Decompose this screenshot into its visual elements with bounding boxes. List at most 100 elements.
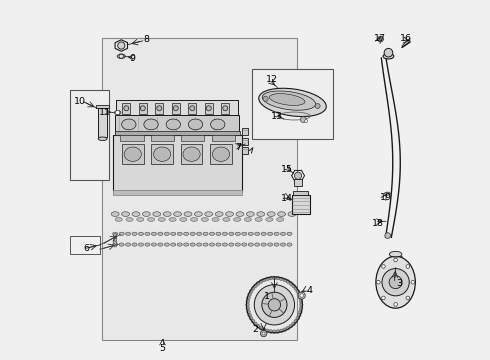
- Circle shape: [262, 278, 266, 282]
- Ellipse shape: [114, 233, 117, 238]
- Text: 5: 5: [160, 344, 166, 353]
- Circle shape: [280, 329, 283, 333]
- Bar: [221, 103, 229, 114]
- Ellipse shape: [248, 243, 253, 246]
- Circle shape: [283, 278, 287, 282]
- Circle shape: [286, 326, 290, 330]
- Circle shape: [124, 106, 129, 111]
- Text: 13: 13: [271, 112, 283, 121]
- Ellipse shape: [164, 243, 170, 246]
- Circle shape: [116, 111, 120, 115]
- Circle shape: [389, 276, 402, 289]
- Circle shape: [259, 280, 263, 283]
- Ellipse shape: [280, 232, 286, 235]
- Circle shape: [294, 319, 297, 323]
- Ellipse shape: [126, 217, 133, 221]
- Circle shape: [256, 324, 260, 328]
- Circle shape: [297, 313, 301, 317]
- Circle shape: [223, 106, 228, 111]
- Ellipse shape: [255, 217, 262, 221]
- Circle shape: [246, 310, 250, 314]
- Circle shape: [256, 282, 260, 285]
- Circle shape: [254, 285, 294, 325]
- Ellipse shape: [255, 243, 260, 246]
- Ellipse shape: [268, 232, 272, 235]
- Circle shape: [260, 330, 267, 337]
- Ellipse shape: [188, 119, 203, 130]
- Circle shape: [248, 313, 251, 317]
- Text: 6: 6: [83, 244, 90, 253]
- Ellipse shape: [274, 243, 279, 246]
- Ellipse shape: [248, 232, 253, 235]
- Circle shape: [248, 293, 251, 296]
- Circle shape: [298, 296, 302, 300]
- Circle shape: [292, 284, 295, 288]
- Circle shape: [296, 289, 299, 293]
- Ellipse shape: [137, 217, 144, 221]
- Ellipse shape: [119, 243, 124, 246]
- Text: 4: 4: [307, 286, 313, 295]
- Bar: [292, 194, 310, 214]
- Ellipse shape: [270, 94, 305, 105]
- Ellipse shape: [266, 217, 273, 221]
- Ellipse shape: [246, 212, 254, 216]
- Circle shape: [305, 120, 308, 122]
- Ellipse shape: [203, 243, 208, 246]
- Ellipse shape: [111, 212, 119, 216]
- Bar: [155, 103, 163, 114]
- Circle shape: [157, 106, 162, 111]
- Ellipse shape: [177, 232, 182, 235]
- Bar: [242, 128, 248, 135]
- Circle shape: [299, 300, 303, 303]
- Circle shape: [283, 328, 287, 332]
- Ellipse shape: [257, 212, 265, 216]
- Ellipse shape: [235, 232, 240, 235]
- Ellipse shape: [158, 243, 163, 246]
- Ellipse shape: [255, 232, 260, 235]
- Text: 1: 1: [264, 292, 270, 301]
- Ellipse shape: [158, 217, 166, 221]
- Circle shape: [272, 276, 276, 280]
- Circle shape: [296, 316, 299, 320]
- Ellipse shape: [203, 232, 208, 235]
- Text: 19: 19: [380, 193, 392, 202]
- Ellipse shape: [245, 217, 251, 221]
- Ellipse shape: [261, 232, 266, 235]
- Ellipse shape: [164, 232, 170, 235]
- Text: 16: 16: [400, 34, 413, 43]
- Ellipse shape: [191, 217, 197, 221]
- Text: 14: 14: [281, 194, 294, 203]
- Ellipse shape: [210, 232, 215, 235]
- Circle shape: [276, 330, 280, 333]
- Ellipse shape: [288, 212, 296, 216]
- Circle shape: [276, 276, 280, 280]
- Text: 15: 15: [281, 165, 294, 174]
- Ellipse shape: [196, 243, 201, 246]
- Circle shape: [268, 299, 281, 311]
- Circle shape: [298, 292, 305, 299]
- Bar: [172, 103, 180, 114]
- Ellipse shape: [151, 232, 156, 235]
- Circle shape: [406, 265, 410, 268]
- Ellipse shape: [113, 243, 118, 246]
- Circle shape: [294, 172, 302, 179]
- Ellipse shape: [132, 232, 137, 235]
- Ellipse shape: [144, 119, 158, 130]
- Ellipse shape: [236, 212, 244, 216]
- Bar: [70, 90, 109, 180]
- Ellipse shape: [223, 217, 230, 221]
- Ellipse shape: [195, 212, 202, 216]
- Ellipse shape: [274, 232, 279, 235]
- Ellipse shape: [287, 243, 292, 246]
- Ellipse shape: [183, 147, 200, 161]
- Text: 3: 3: [396, 279, 402, 288]
- Circle shape: [294, 287, 297, 290]
- Circle shape: [289, 324, 293, 328]
- Ellipse shape: [205, 212, 213, 216]
- Ellipse shape: [153, 147, 171, 161]
- Circle shape: [262, 292, 287, 318]
- Ellipse shape: [212, 217, 219, 221]
- Circle shape: [299, 303, 303, 307]
- Ellipse shape: [113, 232, 118, 235]
- Circle shape: [289, 282, 293, 285]
